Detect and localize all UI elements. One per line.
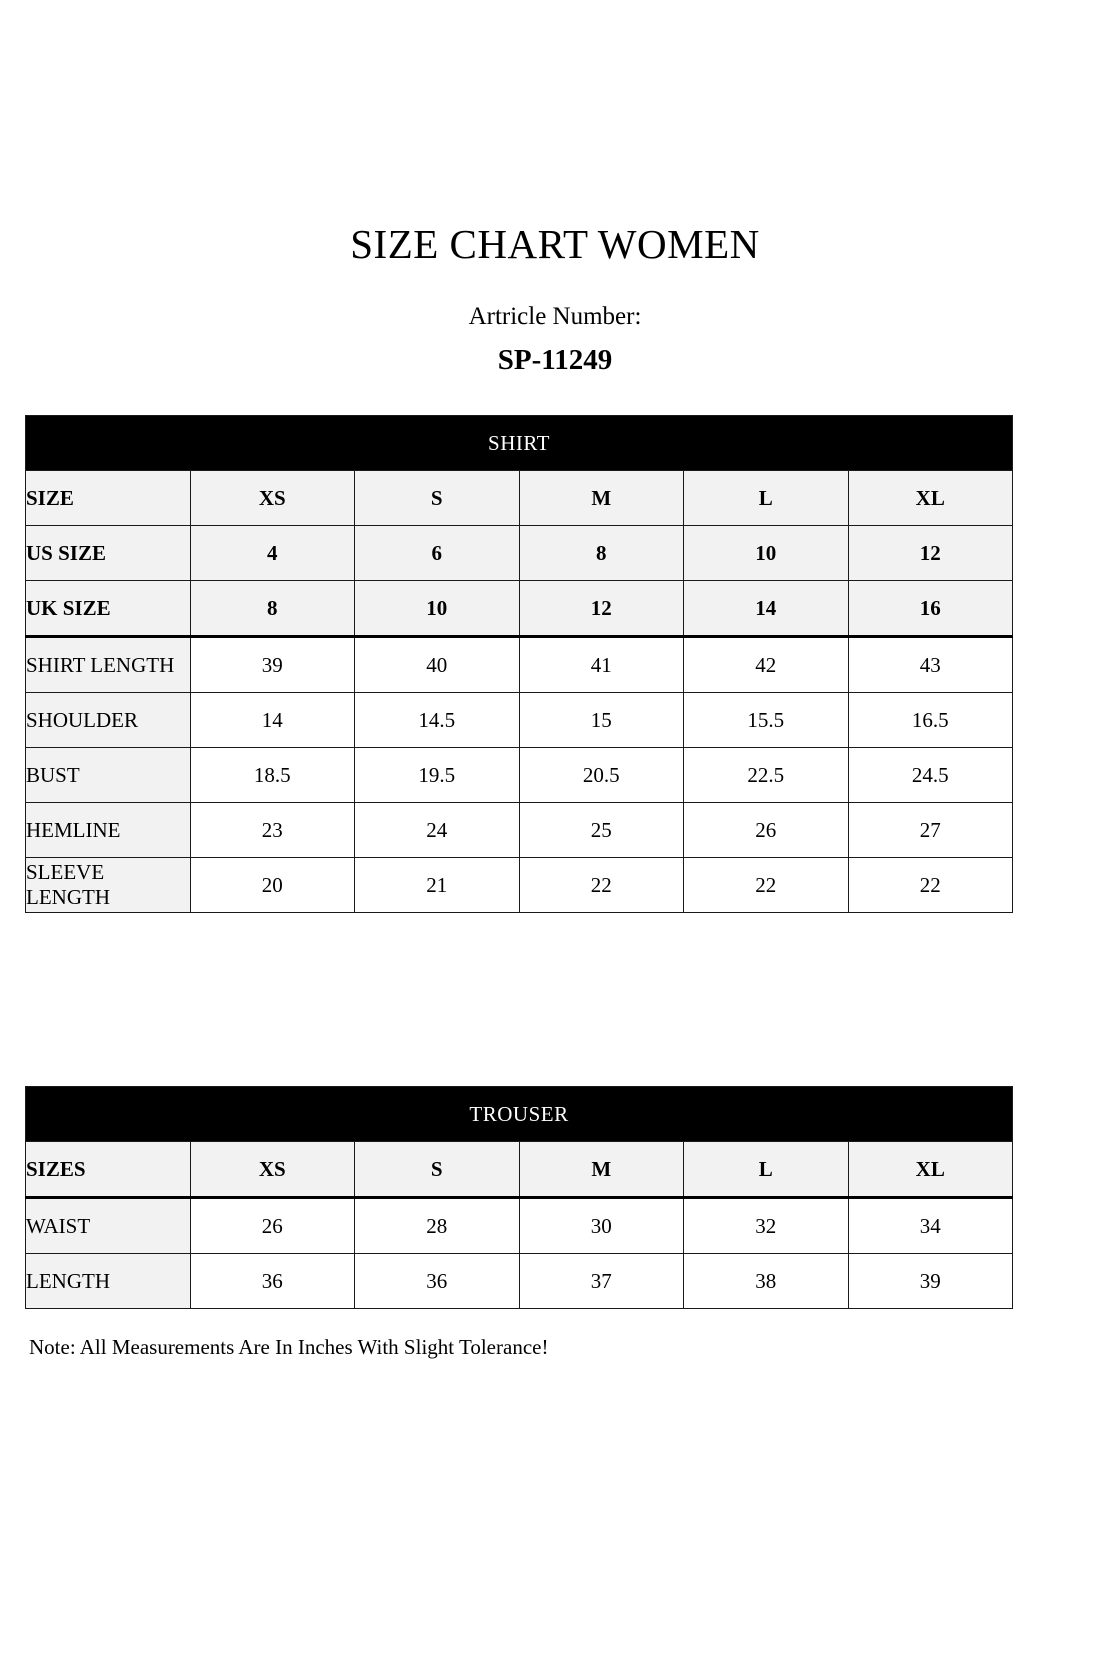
table-cell: 15.5	[683, 692, 849, 749]
table-cell: 20.5	[518, 747, 684, 804]
table-row: BUST 18.5 19.5 20.5 22.5 24.5	[25, 747, 1013, 804]
trouser-row-label: WAIST	[25, 1197, 191, 1255]
table-cell: 43	[847, 636, 1013, 694]
article-number-value: SP-11249	[497, 343, 613, 376]
table-cell: 40	[354, 636, 520, 694]
table-row: UK SIZE 8 10 12 14 16	[25, 580, 1013, 639]
shirt-row-label: SHOULDER	[25, 692, 191, 749]
table-cell: 22	[683, 857, 849, 914]
trouser-row-label: LENGTH	[25, 1253, 191, 1310]
article-number-label: Artricle Number:	[468, 303, 642, 331]
table-cell: 12	[518, 580, 684, 639]
table-row: SLEEVE LENGTH 20 21 22 22 22	[25, 857, 1013, 914]
shirt-size-table: SHIRT SIZE XS S M L XL US SIZE 4 6 8 10 12 UK SIZE 8 1…	[25, 415, 1013, 914]
table-cell: 21	[354, 857, 520, 914]
shirt-row-label: SIZE	[25, 470, 191, 527]
table-cell: 22	[518, 857, 684, 914]
table-cell: 32	[683, 1197, 849, 1255]
table-cell: 34	[847, 1197, 1013, 1255]
table-row: HEMLINE 23 24 25 26 27	[25, 802, 1013, 859]
table-cell: 26	[683, 802, 849, 859]
table-cell: 36	[354, 1253, 520, 1310]
trouser-section-title: TROUSER	[25, 1086, 1013, 1143]
table-cell: 6	[354, 525, 520, 582]
table-cell: XL	[847, 470, 1013, 527]
table-cell: 28	[354, 1197, 520, 1255]
table-cell: M	[518, 1141, 684, 1200]
shirt-row-label: UK SIZE	[25, 580, 191, 639]
table-cell: XS	[189, 470, 355, 527]
table-cell: L	[683, 470, 849, 527]
table-cell: 41	[518, 636, 684, 694]
table-cell: 8	[518, 525, 684, 582]
table-cell: 26	[189, 1197, 355, 1255]
shirt-section-title: SHIRT	[25, 415, 1013, 472]
table-cell: 39	[847, 1253, 1013, 1310]
table-cell: 27	[847, 802, 1013, 859]
table-cell: 18.5	[189, 747, 355, 804]
shirt-row-label: US SIZE	[25, 525, 191, 582]
table-cell: XS	[189, 1141, 355, 1200]
table-cell: M	[518, 470, 684, 527]
table-cell: 4	[189, 525, 355, 582]
table-cell: 19.5	[354, 747, 520, 804]
table-cell: L	[683, 1141, 849, 1200]
table-cell: 36	[189, 1253, 355, 1310]
table-cell: S	[354, 1141, 520, 1200]
table-cell: 14.5	[354, 692, 520, 749]
shirt-row-label: SHIRT LENGTH	[25, 636, 191, 694]
table-cell: 24.5	[847, 747, 1013, 804]
table-cell: 15	[518, 692, 684, 749]
table-cell: 24	[354, 802, 520, 859]
table-cell: 22	[847, 857, 1013, 914]
trouser-row-label: SIZES	[25, 1141, 191, 1200]
table-row: WAIST 26 28 30 32 34	[25, 1197, 1013, 1255]
table-row: LENGTH 36 36 37 38 39	[25, 1253, 1013, 1310]
shirt-section-header-row: SHIRT	[25, 415, 1013, 472]
table-cell: 37	[518, 1253, 684, 1310]
table-row: SHOULDER 14 14.5 15 15.5 16.5	[25, 692, 1013, 749]
shirt-row-label: HEMLINE	[25, 802, 191, 859]
table-cell: 23	[189, 802, 355, 859]
table-cell: S	[354, 470, 520, 527]
table-row: SIZES XS S M L XL	[25, 1141, 1013, 1200]
table-row: SIZE XS S M L XL	[25, 470, 1013, 527]
shirt-row-label: SLEEVE LENGTH	[25, 857, 191, 914]
table-cell: 12	[847, 525, 1013, 582]
table-cell: 14	[189, 692, 355, 749]
table-cell: 10	[354, 580, 520, 639]
table-cell: 20	[189, 857, 355, 914]
table-cell: 10	[683, 525, 849, 582]
trouser-section-header-row: TROUSER	[25, 1086, 1013, 1143]
table-row: SHIRT LENGTH 39 40 41 42 43	[25, 636, 1013, 694]
table-cell: 39	[189, 636, 355, 694]
table-cell: 16.5	[847, 692, 1013, 749]
table-cell: 22.5	[683, 747, 849, 804]
trouser-size-table: TROUSER SIZES XS S M L XL WAIST 26 28 30 32 34 LENGT…	[25, 1086, 1013, 1310]
table-cell: 8	[189, 580, 355, 639]
shirt-row-label: BUST	[25, 747, 191, 804]
shirt-table-body: SHIRT SIZE XS S M L XL US SIZE 4 6 8 10 12 UK SIZE 8 1…	[25, 415, 1013, 914]
table-cell: 16	[847, 580, 1013, 639]
table-cell: 25	[518, 802, 684, 859]
table-cell: 14	[683, 580, 849, 639]
page-title: SIZE CHART WOMEN	[350, 221, 760, 267]
measurement-note: Note: All Measurements Are In Inches Wit…	[29, 1335, 549, 1360]
table-cell: 38	[683, 1253, 849, 1310]
table-cell: 42	[683, 636, 849, 694]
table-row: US SIZE 4 6 8 10 12	[25, 525, 1013, 582]
trouser-table-body: TROUSER SIZES XS S M L XL WAIST 26 28 30 32 34 LENGT…	[25, 1086, 1013, 1310]
table-cell: 30	[518, 1197, 684, 1255]
table-cell: XL	[847, 1141, 1013, 1200]
